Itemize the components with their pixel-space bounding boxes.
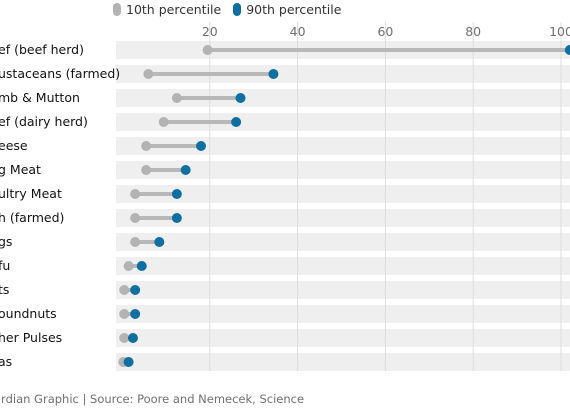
legend: 10th percentile 90th percentile <box>113 0 353 18</box>
legend-item-90th: 90th percentile <box>233 2 341 17</box>
point-90th-percentile <box>564 45 570 55</box>
point-90th-percentile <box>231 117 242 127</box>
point-90th-percentile <box>154 237 165 247</box>
category-label: gs <box>0 234 12 249</box>
category-label: oundnuts <box>0 306 57 321</box>
category-label: ustaceans (farmed) <box>0 66 120 81</box>
point-10th-percentile <box>141 141 152 151</box>
category-label: as <box>0 354 12 369</box>
x-tick-label: 20 <box>202 24 218 39</box>
category-label: ef (beef herd) <box>0 42 84 57</box>
x-tick-label: 100 <box>549 24 570 39</box>
point-90th-percentile <box>130 285 141 295</box>
row-background <box>116 233 570 251</box>
row-background <box>116 185 570 203</box>
legend-label-10th: 10th percentile <box>126 1 222 17</box>
x-tick-label: 80 <box>465 24 481 39</box>
point-10th-percentile <box>171 93 182 103</box>
row-background <box>116 113 570 131</box>
point-90th-percentile <box>123 357 134 367</box>
point-90th-percentile <box>171 213 182 223</box>
point-90th-percentile <box>268 69 279 79</box>
point-10th-percentile <box>119 285 130 295</box>
row-background <box>116 329 570 347</box>
row-background <box>116 209 570 227</box>
row-background <box>116 257 570 275</box>
point-90th-percentile <box>136 261 147 271</box>
point-10th-percentile <box>119 333 130 343</box>
point-10th-percentile <box>123 261 134 271</box>
legend-item-10th: 10th percentile <box>113 2 221 17</box>
point-10th-percentile <box>130 189 141 199</box>
row-background <box>116 353 570 371</box>
category-label: ultry Meat <box>0 186 62 201</box>
x-tick-label: 40 <box>290 24 306 39</box>
legend-swatch-90th <box>233 2 242 16</box>
point-10th-percentile <box>141 165 152 175</box>
point-90th-percentile <box>196 141 207 151</box>
source-credit: ardian Graphic | Source: Poore and Nemec… <box>0 392 305 406</box>
category-label: ts <box>0 282 9 297</box>
point-10th-percentile <box>158 117 169 127</box>
legend-swatch-10th <box>113 2 121 16</box>
point-90th-percentile <box>235 93 246 103</box>
point-90th-percentile <box>171 189 182 199</box>
category-label: fu <box>0 258 10 273</box>
point-10th-percentile <box>119 309 130 319</box>
category-label: h (farmed) <box>0 210 64 225</box>
point-10th-percentile <box>143 69 154 79</box>
x-tick-label: 60 <box>377 24 393 39</box>
row-background <box>116 161 570 179</box>
category-label: g Meat <box>0 162 41 177</box>
row-background <box>116 137 570 155</box>
row-background <box>116 305 570 323</box>
point-10th-percentile <box>130 213 141 223</box>
point-10th-percentile <box>202 45 213 55</box>
category-label: eese <box>0 138 28 153</box>
point-90th-percentile <box>130 309 141 319</box>
category-label: ef (dairy herd) <box>0 114 88 129</box>
point-10th-percentile <box>130 237 141 247</box>
row-background <box>116 89 570 107</box>
category-label: mb & Mutton <box>0 90 80 105</box>
legend-label-90th: 90th percentile <box>246 1 342 17</box>
point-90th-percentile <box>180 165 191 175</box>
row-background <box>116 65 570 83</box>
category-label: her Pulses <box>0 330 62 345</box>
point-90th-percentile <box>127 333 138 343</box>
row-background <box>116 281 570 299</box>
